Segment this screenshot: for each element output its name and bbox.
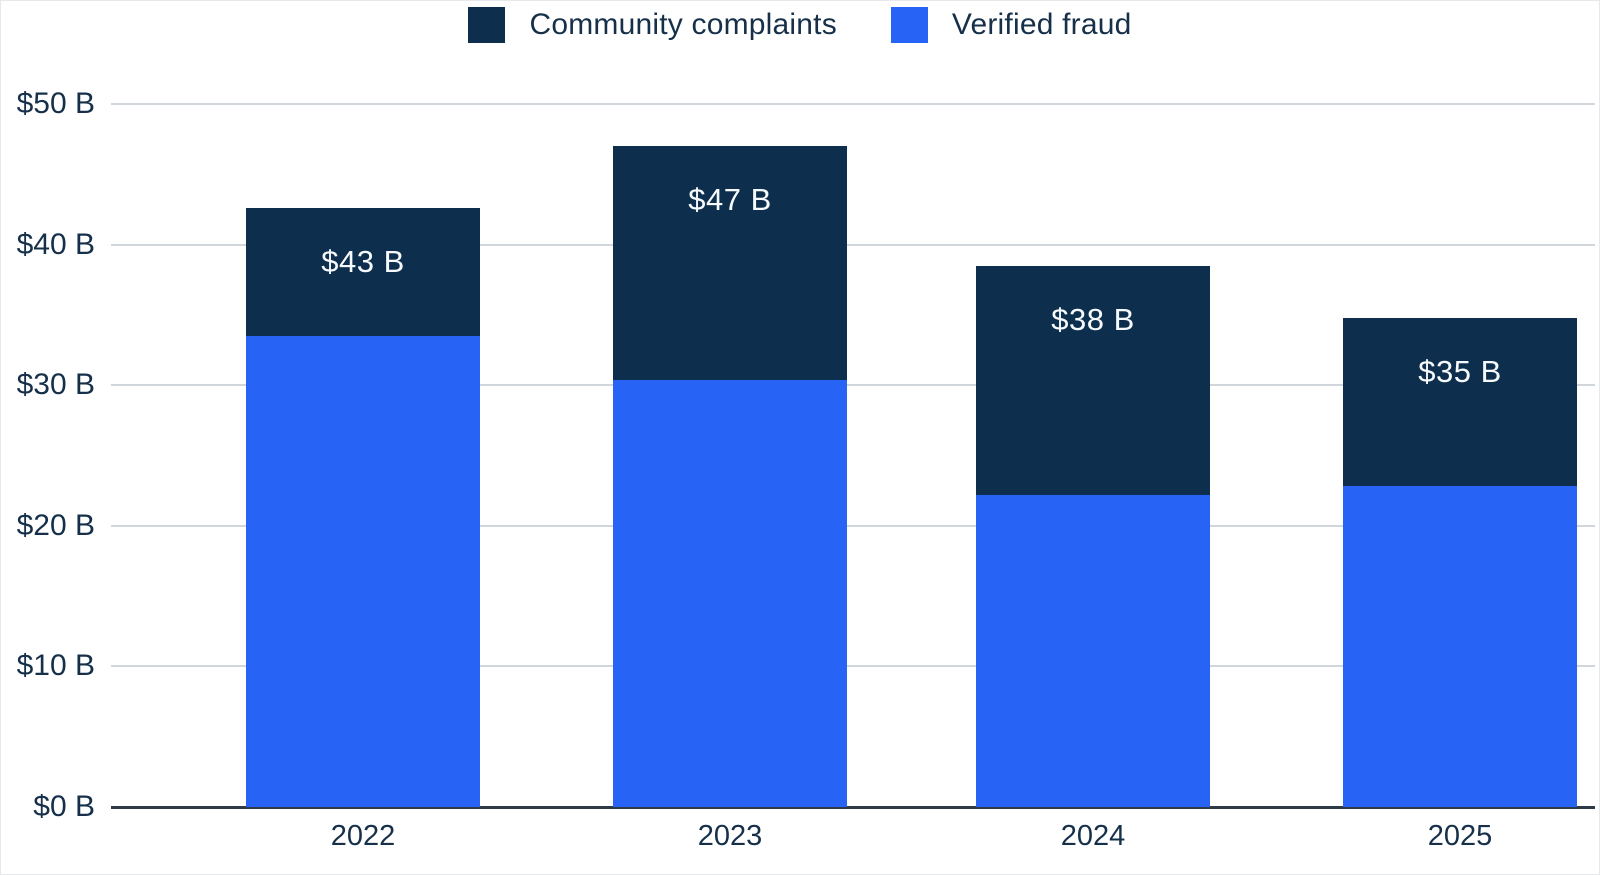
bar-segment-verified-fraud — [246, 335, 480, 807]
bar-total-label: $38 B — [1051, 301, 1135, 337]
bar-segment-verified-fraud — [1343, 486, 1577, 807]
bar-2023: $47 B — [613, 146, 847, 807]
gridline — [111, 243, 1595, 246]
bar-segment-community-complaints — [246, 208, 480, 336]
bar-segment-community-complaints — [613, 146, 847, 380]
bar-2024: $38 B — [976, 265, 1210, 807]
x-tick-label: 2023 — [697, 820, 763, 852]
legend-item-verified-fraud: Verified fraud — [890, 7, 1132, 43]
y-tick-label: $40 B — [16, 227, 95, 261]
y-tick-label: $0 B — [33, 790, 95, 823]
x-tick-label: 2025 — [1427, 820, 1493, 852]
gridline — [111, 103, 1595, 105]
gridline — [111, 665, 1595, 668]
bar-segment-community-complaints — [1343, 317, 1577, 487]
legend-item-community-complaints: Community complaints — [468, 7, 837, 43]
y-tick-label: $30 B — [16, 368, 95, 402]
bar-total-label: $43 B — [321, 244, 405, 280]
bar-segment-community-complaints — [976, 265, 1210, 495]
gridline — [111, 524, 1595, 527]
x-axis-line — [111, 806, 1595, 809]
bar-segment-verified-fraud — [976, 494, 1210, 807]
bar-2022: $43 B — [246, 208, 480, 807]
y-tick-label: $50 B — [16, 87, 95, 120]
bar-segment-verified-fraud — [613, 379, 847, 807]
legend-label-verified-fraud: Verified fraud — [951, 8, 1132, 41]
chart-legend: Community complaints Verified fraud — [1, 7, 1599, 43]
legend-swatch-verified-fraud-icon — [890, 7, 928, 43]
y-tick-label: $20 B — [16, 508, 95, 542]
y-tick-label: $10 B — [16, 649, 95, 683]
gridline — [111, 384, 1595, 387]
bar-total-label: $35 B — [1418, 353, 1502, 389]
bar-total-label: $47 B — [688, 182, 772, 218]
bar-2025: $35 B — [1343, 317, 1577, 807]
x-tick-label: 2022 — [330, 820, 396, 852]
legend-swatch-community-complaints-icon — [468, 7, 506, 43]
legend-label-community-complaints: Community complaints — [529, 8, 837, 41]
x-tick-label: 2024 — [1060, 820, 1126, 852]
